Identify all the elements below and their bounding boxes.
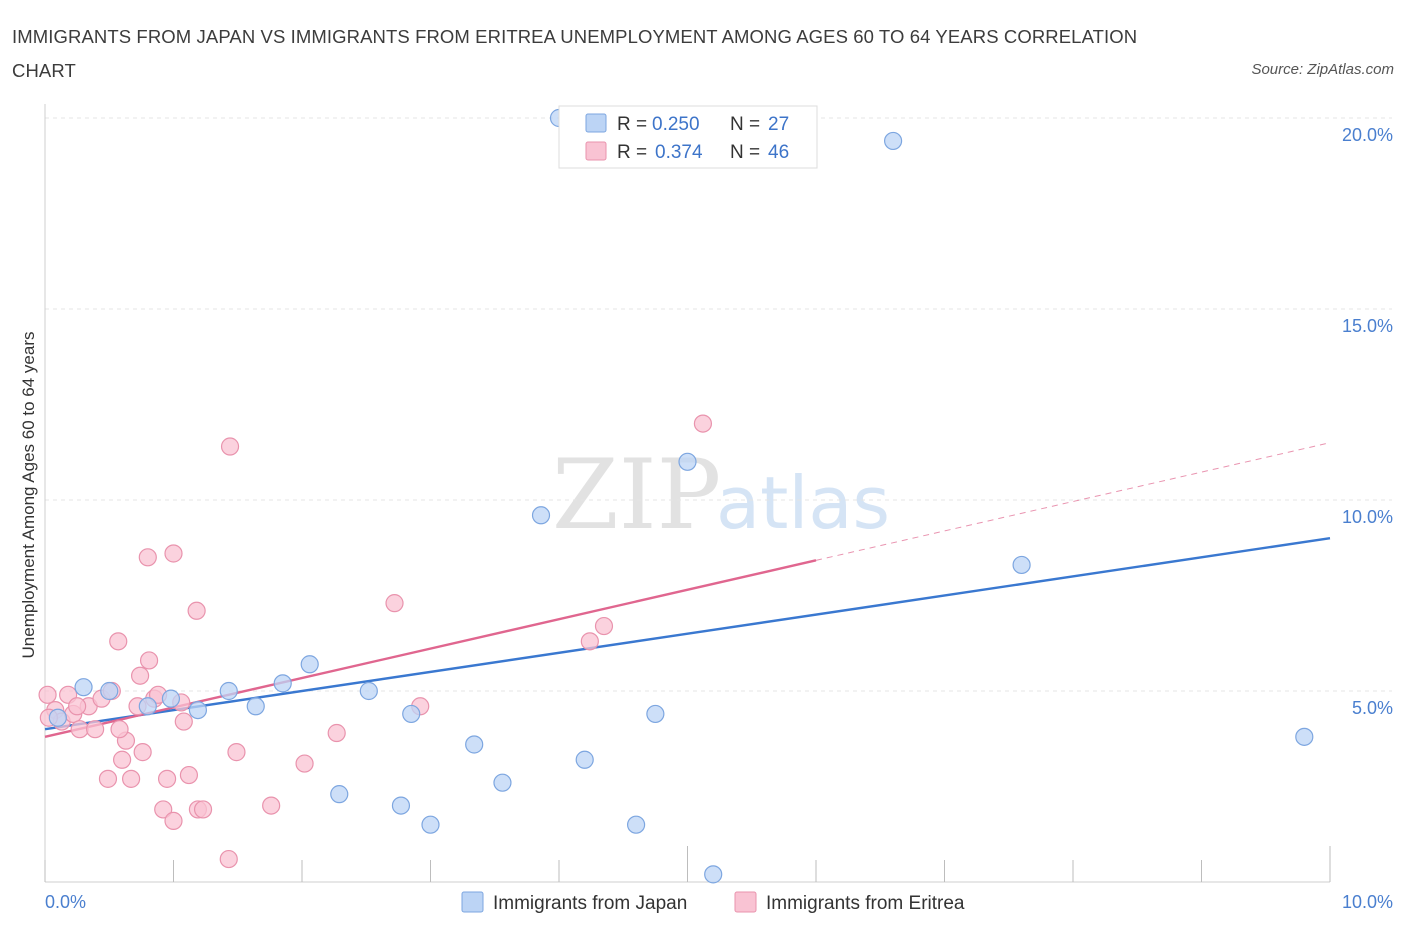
point-eritrea — [154, 800, 173, 819]
point-eritrea — [385, 594, 404, 613]
point-eritrea — [187, 601, 206, 620]
point-japan — [391, 796, 411, 815]
watermark-atlas: atlas — [716, 461, 890, 545]
point-japan — [493, 773, 512, 792]
point-eritrea — [138, 548, 157, 567]
point-eritrea — [219, 849, 238, 869]
series-legend: Immigrants from Japan Immigrants from Er… — [461, 891, 965, 914]
series-legend-swatch-japan — [461, 891, 484, 913]
point-eritrea — [139, 651, 159, 670]
point-eritrea — [220, 437, 240, 456]
point-japan — [883, 131, 903, 151]
point-japan — [74, 678, 93, 697]
point-eritrea — [164, 544, 183, 563]
point-eritrea — [164, 811, 183, 830]
stats-legend: R = 0.250 N = 27 R = 0.374 N = 46 — [558, 105, 818, 169]
point-japan — [100, 681, 119, 701]
point-japan — [161, 689, 181, 708]
legend-r-label-eritrea: R = — [617, 142, 647, 163]
point-japan — [138, 697, 157, 716]
point-japan — [626, 815, 646, 834]
series-legend-label-japan: Immigrants from Japan — [493, 893, 687, 914]
series-legend-swatch-eritrea — [734, 891, 757, 913]
point-eritrea — [130, 666, 150, 685]
point-eritrea — [179, 765, 199, 785]
chart-title: IMMIGRANTS FROM JAPAN VS IMMIGRANTS FROM… — [12, 26, 1138, 81]
trend-line-eritrea — [44, 559, 817, 739]
point-japan — [300, 655, 319, 674]
point-eritrea — [580, 632, 599, 651]
legend-swatch-eritrea — [585, 141, 607, 161]
point-japan — [704, 865, 723, 884]
point-japan — [1295, 727, 1314, 746]
point-japan — [575, 750, 594, 769]
point-japan — [246, 697, 265, 716]
point-eritrea — [227, 743, 246, 762]
point-eritrea — [295, 754, 314, 773]
point-eritrea — [133, 743, 152, 762]
point-japan — [219, 681, 238, 701]
legend-r-label-japan: R = — [617, 114, 647, 135]
point-japan — [273, 674, 292, 693]
trend-lines — [44, 442, 1331, 739]
point-japan — [188, 700, 208, 720]
point-eritrea — [693, 414, 713, 433]
point-eritrea — [38, 685, 57, 704]
point-eritrea — [70, 720, 89, 739]
point-eritrea — [109, 632, 128, 651]
point-japan — [330, 785, 349, 804]
point-japan — [421, 815, 440, 834]
point-eritrea — [594, 616, 614, 636]
point-eritrea — [68, 697, 87, 716]
point-japan — [402, 704, 421, 724]
legend-r-value-japan: 0.250 — [652, 114, 700, 135]
point-japan — [531, 506, 551, 525]
watermark-zip: ZIP — [552, 439, 721, 551]
gridlines — [45, 117, 1392, 692]
data-points — [38, 108, 1314, 884]
legend-swatch-japan — [585, 113, 607, 133]
legend-n-label-japan: N = — [730, 114, 760, 135]
y-tick-label: 20.0% — [1342, 125, 1393, 145]
legend-n-label-eritrea: N = — [730, 142, 760, 163]
watermark: ZIP atlas — [552, 439, 890, 551]
trend-line-extension-eritrea — [815, 442, 1331, 561]
y-axis-label: Unemployment Among Ages 60 to 64 years — [19, 332, 38, 659]
point-eritrea — [193, 800, 213, 819]
point-japan — [678, 452, 697, 471]
point-eritrea — [112, 750, 132, 769]
y-tick-label: 5.0% — [1352, 698, 1393, 718]
x-tick-label: 0.0% — [45, 892, 86, 912]
point-japan — [359, 681, 378, 701]
point-eritrea — [98, 769, 118, 788]
legend-n-value-japan: 27 — [768, 114, 789, 135]
point-japan — [48, 708, 67, 727]
point-eritrea — [86, 720, 105, 739]
point-eritrea — [174, 712, 193, 731]
source-note: Source: ZipAtlas.com — [1251, 61, 1394, 78]
axes — [44, 104, 1331, 883]
point-eritrea — [157, 769, 177, 788]
point-japan — [465, 735, 484, 754]
point-eritrea — [262, 796, 281, 815]
series-legend-label-eritrea: Immigrants from Eritrea — [766, 893, 965, 914]
tick-labels: 5.0% 10.0% 15.0% 20.0% 0.0% 10.0% — [45, 125, 1393, 912]
y-tick-label: 10.0% — [1342, 507, 1393, 527]
point-japan — [646, 704, 665, 724]
point-eritrea — [110, 720, 129, 739]
point-eritrea — [121, 769, 141, 788]
point-eritrea — [327, 723, 346, 743]
legend-r-value-eritrea: 0.374 — [655, 142, 703, 163]
x-tick-label: 10.0% — [1342, 892, 1393, 912]
trend-line-japan — [44, 537, 1331, 731]
legend-n-value-eritrea: 46 — [768, 142, 789, 163]
y-tick-label: 15.0% — [1342, 316, 1393, 336]
point-japan — [1012, 555, 1031, 575]
